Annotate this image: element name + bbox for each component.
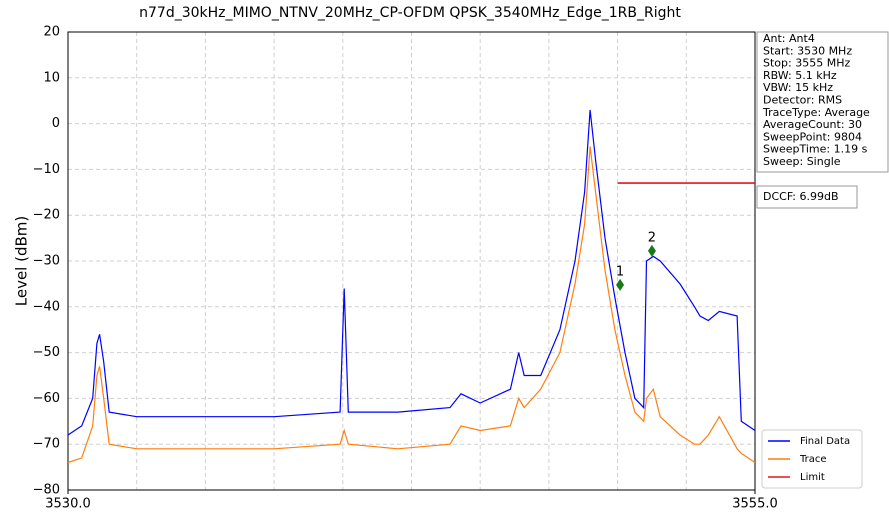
info-line: Stop: 3555 MHz: [763, 57, 850, 70]
dccf-box: [756, 185, 858, 209]
info-line: Sweep: Single: [763, 155, 841, 168]
info-line: VBW: 15 kHz: [763, 81, 833, 94]
series-line: [67, 146, 756, 464]
info-line: AverageCount: 30: [763, 118, 862, 131]
info-line: Detector: RMS: [763, 94, 842, 107]
y-tick-label: −70: [33, 437, 60, 452]
info-line: SweepTime: 1.19 s: [763, 143, 868, 156]
y-tick-label: 10: [43, 70, 60, 85]
marker: [647, 244, 656, 257]
marker: [616, 278, 625, 291]
plot-frame: [67, 31, 756, 491]
marker-label: 2: [648, 230, 656, 245]
series-line: [67, 109, 756, 436]
info-line: TraceType: Average: [762, 106, 870, 119]
y-tick-label: −50: [33, 345, 60, 360]
info-line: Ant: Ant4: [763, 32, 815, 45]
y-tick-label: −80: [33, 483, 60, 498]
info-line: RBW: 5.1 kHz: [763, 69, 837, 82]
legend-label: Final Data: [800, 436, 850, 447]
info-box: [756, 31, 889, 173]
y-tick-label: −20: [33, 208, 60, 223]
y-tick-label: −30: [33, 254, 60, 269]
y-tick-label: 20: [43, 25, 60, 40]
info-line: SweepPoint: 9804: [763, 130, 862, 143]
dccf-text: DCCF: 6.99dB: [763, 190, 839, 203]
y-axis-label: Level (dBm): [13, 216, 31, 307]
x-tick-label: 3530.0: [45, 497, 91, 512]
legend-label: Trace: [799, 454, 827, 465]
info-line: Start: 3530 MHz: [763, 44, 852, 57]
y-tick-label: −60: [33, 391, 60, 406]
y-tick-label: −40: [33, 299, 60, 314]
y-tick-label: 0: [52, 116, 60, 131]
y-tick-label: −10: [33, 162, 60, 177]
chart-title: n77d_30kHz_MIMO_NTNV_20MHz_CP-OFDM QPSK_…: [139, 5, 681, 21]
legend-box: [761, 429, 863, 489]
x-tick-label: 3555.0: [732, 497, 778, 512]
marker-label: 1: [616, 264, 624, 279]
legend-label: Limit: [800, 472, 825, 483]
